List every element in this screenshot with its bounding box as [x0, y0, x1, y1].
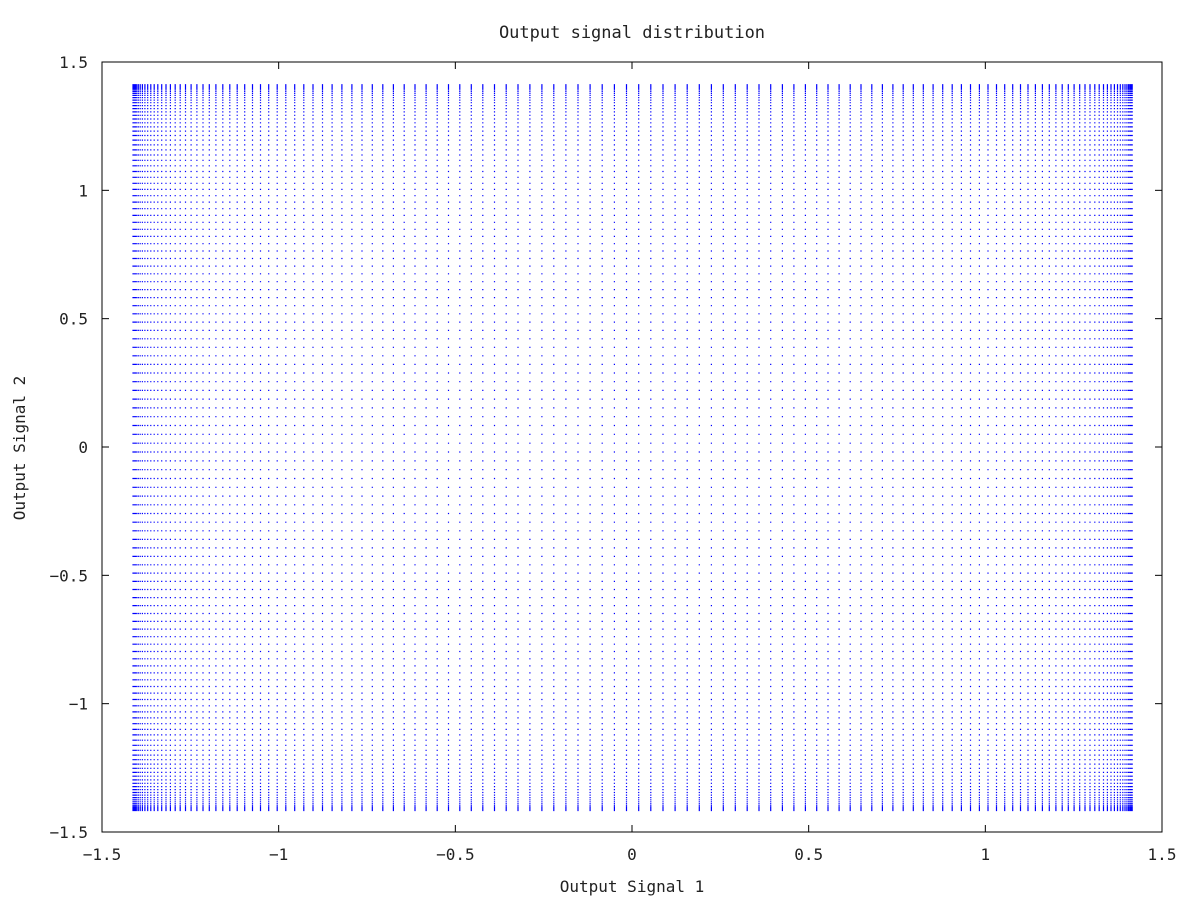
x-tick-label: −1	[269, 845, 288, 864]
x-tick-label: −0.5	[436, 845, 475, 864]
y-tick-label: 1	[78, 181, 88, 200]
data-points	[132, 84, 1133, 812]
y-tick-label: 1.5	[59, 53, 88, 72]
x-axis-label: Output Signal 1	[560, 877, 705, 896]
x-tick-label: 1.5	[1148, 845, 1177, 864]
x-tick-label: 0.5	[794, 845, 823, 864]
plot-frame	[101, 61, 1163, 833]
y-tick-label: −1	[69, 695, 88, 714]
x-tick-label: 0	[627, 845, 637, 864]
y-tick-label: −1.5	[49, 823, 88, 842]
axis-ticks: −1.5 −1 −0.5 0 0.5 1 1.5 −1.5 −1 −0.5 0 0.5 1 1.5	[49, 53, 1176, 864]
y-tick-label: 0.5	[59, 310, 88, 329]
x-tick-label: −1.5	[83, 845, 122, 864]
y-tick-label: 0	[78, 438, 88, 457]
chart-title: Output signal distribution	[499, 23, 765, 43]
y-axis-label: Output Signal 2	[10, 376, 29, 521]
scatter-points	[132, 84, 1133, 812]
x-tick-label: 1	[981, 845, 991, 864]
y-tick-label: −0.5	[49, 566, 88, 585]
